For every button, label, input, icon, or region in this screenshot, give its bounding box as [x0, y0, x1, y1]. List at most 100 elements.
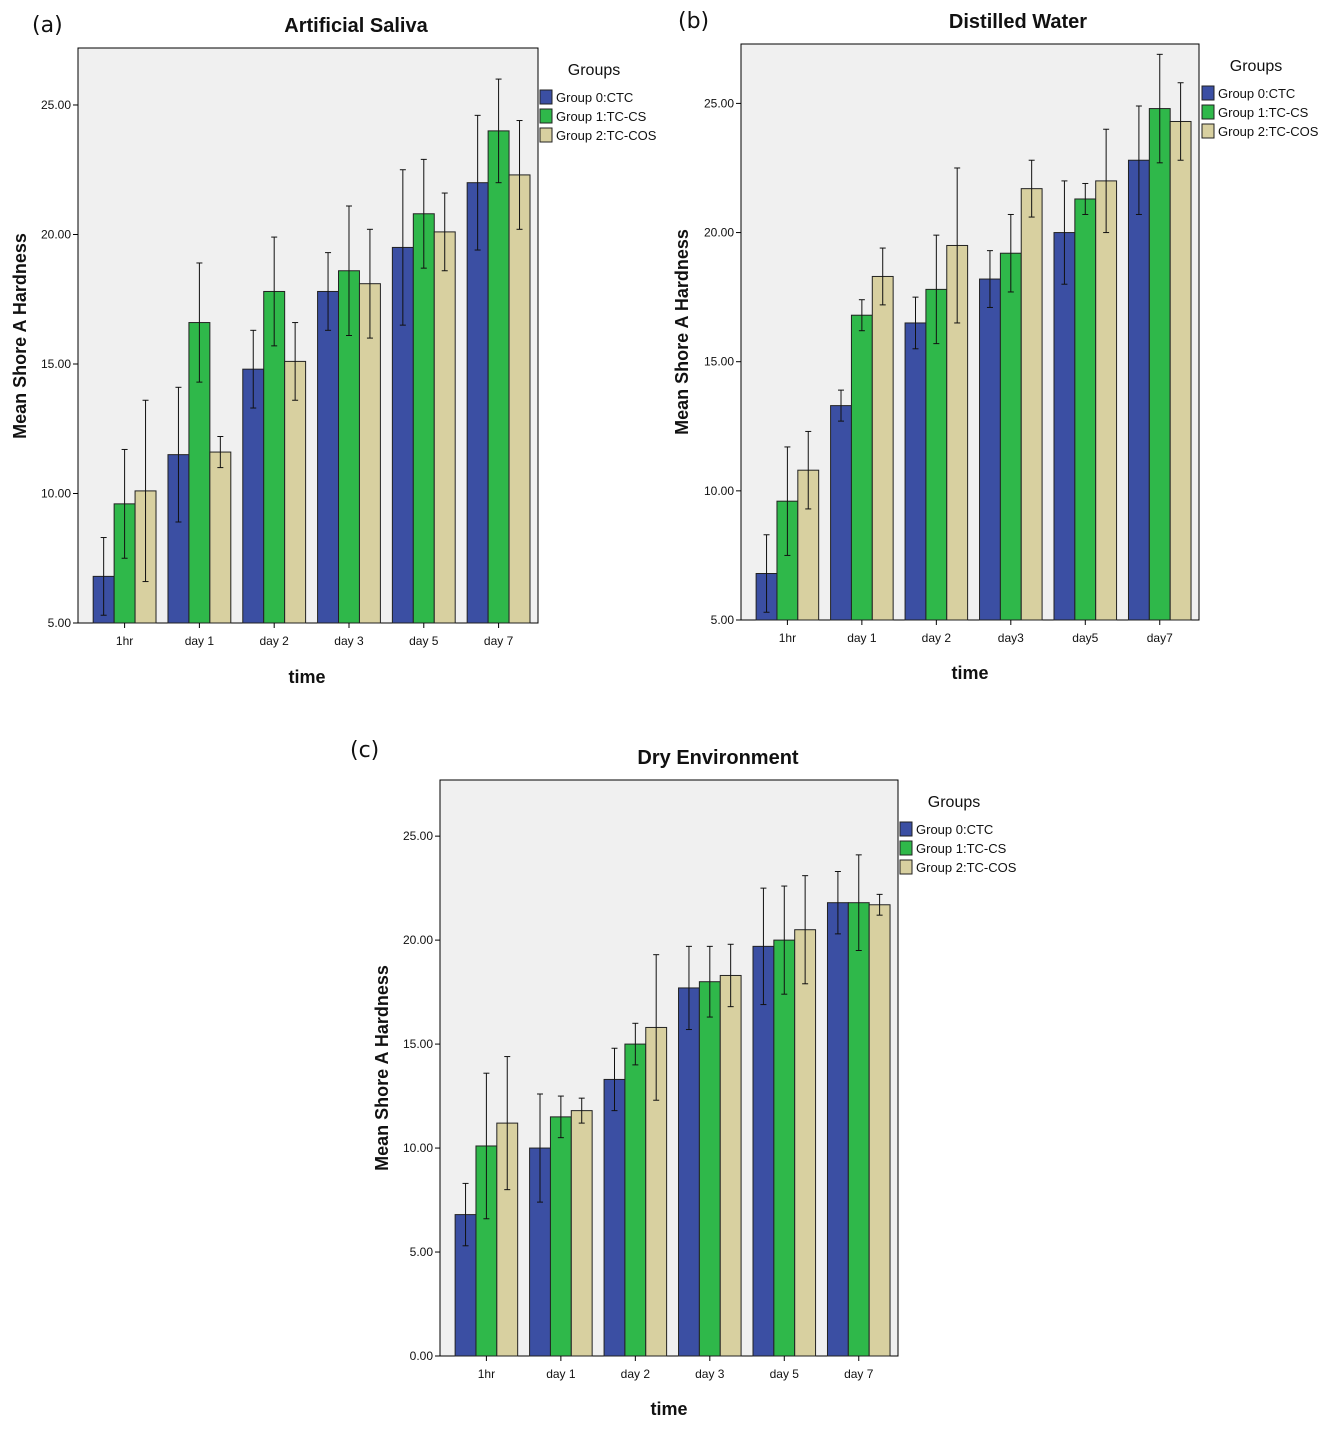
bar-3-0-5	[826, 902, 849, 1357]
y-tick-label: 15.00	[41, 357, 71, 371]
bar-2-0-5	[1127, 159, 1150, 621]
legend-swatch	[539, 127, 553, 143]
bar-3-0-3	[678, 987, 700, 1357]
bar-1-1-5	[487, 130, 510, 624]
bar-3-2-5	[868, 904, 891, 1357]
legend-swatch	[899, 821, 913, 837]
x-tick-label: day 1	[546, 1367, 576, 1381]
x-axis-label: time	[288, 667, 325, 687]
legend-swatch	[1201, 85, 1215, 101]
bar-2-2-5	[1169, 120, 1192, 621]
x-tick-label: day 5	[770, 1367, 800, 1381]
y-tick-label: 5.00	[48, 616, 72, 630]
y-tick-label: 20.00	[403, 933, 433, 947]
bar-1-2-4	[433, 231, 456, 624]
y-tick-label: 15.00	[704, 355, 734, 369]
legend-entry-label: Group 1:TC-CS	[556, 109, 647, 124]
bar-3-1-4	[773, 939, 796, 1357]
bar-3-2-3	[719, 974, 742, 1357]
legend-entry-label: Group 0:CTC	[556, 90, 633, 105]
y-tick-label: 10.00	[403, 1141, 433, 1155]
x-tick-label: day5	[1072, 631, 1098, 645]
y-axis-label: Mean Shore A Hardness	[372, 965, 392, 1171]
x-tick-label: day 1	[847, 631, 877, 645]
legend-entry-label: Group 0:CTC	[1218, 86, 1295, 101]
bar-2-1-1	[850, 314, 873, 621]
y-axis-label: Mean Shore A Hardness	[672, 229, 692, 435]
chart-title: Dry Environment	[637, 747, 798, 769]
bar-2-0-1	[830, 405, 852, 621]
x-tick-label: day 3	[695, 1367, 725, 1381]
chart-panel-1: (a) Artificial Saliva 5.00 10.00 15.00 20.00 2…	[10, 13, 657, 687]
legend-entry-label: Group 2:TC-COS	[916, 860, 1017, 875]
bar-2-1-3	[999, 252, 1022, 621]
y-tick-label: 20.00	[704, 226, 734, 240]
bar-1-1-4	[412, 213, 435, 624]
bar-2-0-3	[979, 278, 1001, 621]
bar-1-2-5	[508, 174, 531, 624]
x-tick-label: day7	[1147, 631, 1173, 645]
legend-swatch	[539, 89, 553, 105]
bar-3-0-2	[603, 1078, 626, 1357]
x-axis-label: time	[650, 1399, 687, 1419]
x-tick-label: day 1	[185, 634, 215, 648]
y-tick-label: 15.00	[403, 1037, 433, 1051]
legend-title: Groups	[1230, 58, 1282, 75]
chart-panel-3: (c) Dry Environment 0.00 5.00 10.00 15.00 20.0…	[350, 738, 1017, 1419]
panel-letter: (a)	[32, 13, 63, 38]
legend-entry-label: Group 0:CTC	[916, 822, 993, 837]
x-axis-label: time	[951, 663, 988, 683]
legend-title: Groups	[928, 794, 980, 811]
legend-title: Groups	[568, 62, 620, 79]
bar-3-0-4	[752, 945, 775, 1357]
legend: Groups Group 0:CTC Group 1:TC-CS Group 2:TC…	[899, 794, 1017, 875]
chart-title: Distilled Water	[949, 11, 1087, 33]
legend-swatch	[899, 840, 913, 856]
x-tick-label: 1hr	[116, 634, 133, 648]
legend-entry-label: Group 1:TC-CS	[1218, 105, 1309, 120]
x-tick-label: day 7	[844, 1367, 874, 1381]
x-tick-label: day 2	[260, 634, 290, 648]
y-tick-label: 25.00	[403, 829, 433, 843]
chart-title: Artificial Saliva	[284, 15, 428, 37]
legend-swatch	[899, 859, 913, 875]
x-tick-label: day 2	[621, 1367, 651, 1381]
bar-3-2-4	[794, 929, 817, 1357]
y-tick-label: 25.00	[704, 96, 734, 110]
bar-3-1-2	[624, 1043, 647, 1357]
chart-panel-2: (b) Distilled Water 5.00 10.00 15.00 20.00 25.…	[672, 9, 1319, 683]
y-tick-label: 0.00	[410, 1349, 434, 1363]
legend-swatch	[1201, 123, 1215, 139]
legend: Groups Group 0:CTC Group 1:TC-CS Group 2:TC…	[539, 62, 657, 143]
panel-letter: (b)	[678, 9, 709, 34]
bar-2-1-4	[1074, 198, 1097, 621]
bar-2-2-4	[1095, 180, 1118, 621]
x-tick-label: day 5	[409, 634, 439, 648]
x-tick-label: day 7	[484, 634, 514, 648]
legend-swatch	[539, 108, 553, 124]
bar-2-0-2	[904, 322, 927, 621]
y-tick-label: 20.00	[41, 227, 71, 241]
bar-2-2-3	[1020, 188, 1043, 621]
legend-entry-label: Group 2:TC-COS	[1218, 124, 1319, 139]
bar-3-1-3	[698, 981, 721, 1357]
y-tick-label: 10.00	[41, 486, 71, 500]
y-tick-label: 10.00	[704, 484, 734, 498]
bar-2-1-5	[1148, 108, 1171, 621]
legend: Groups Group 0:CTC Group 1:TC-CS Group 2:TC…	[1201, 58, 1319, 139]
legend-entry-label: Group 2:TC-COS	[556, 128, 657, 143]
bar-1-2-1	[209, 451, 232, 624]
legend-swatch	[1201, 104, 1215, 120]
x-tick-label: 1hr	[779, 631, 796, 645]
x-tick-label: day 2	[922, 631, 952, 645]
bar-3-2-1	[570, 1110, 593, 1357]
panel-letter: (c)	[350, 738, 379, 763]
y-tick-label: 5.00	[410, 1245, 434, 1259]
x-tick-label: 1hr	[478, 1367, 495, 1381]
y-tick-label: 5.00	[711, 613, 735, 627]
bar-2-2-1	[871, 275, 894, 621]
legend-entry-label: Group 1:TC-CS	[916, 841, 1007, 856]
y-tick-label: 25.00	[41, 98, 71, 112]
bar-2-0-4	[1053, 232, 1076, 621]
